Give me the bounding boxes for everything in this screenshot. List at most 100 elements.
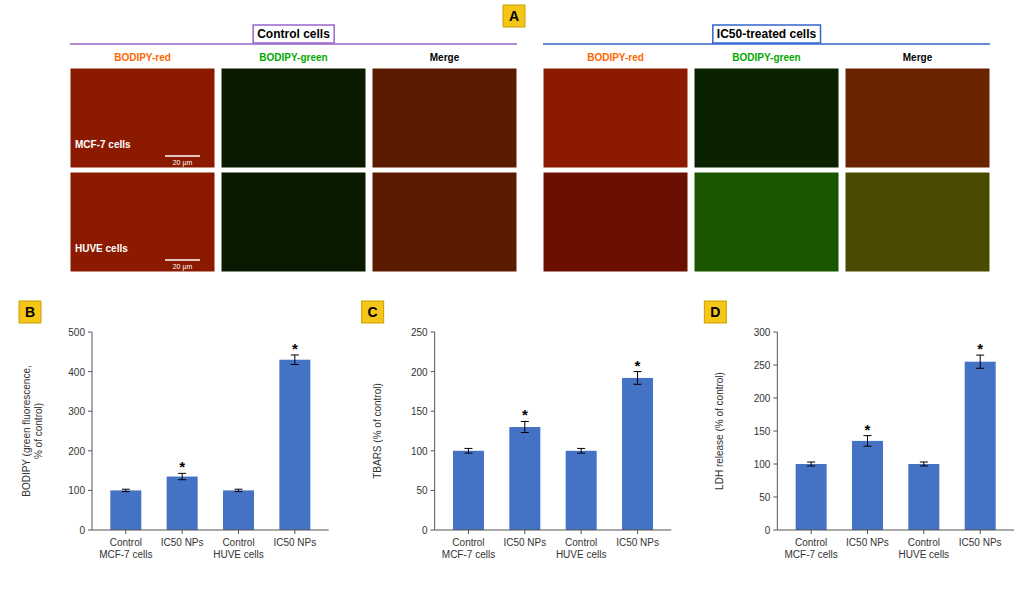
plot-marks	[110, 355, 310, 530]
y-tick-label: 250	[411, 327, 428, 338]
panel-label-box	[704, 301, 726, 323]
x-tick	[294, 530, 295, 534]
plot-marks	[453, 372, 653, 530]
bar	[110, 490, 141, 530]
column-label: BODIPY-red	[114, 52, 171, 63]
y-tick	[773, 398, 777, 399]
error-bar	[920, 462, 928, 466]
text-line: BODIPY (green fluorescence,	[21, 365, 32, 497]
image-block	[845, 172, 990, 272]
column-label: BODIPY-green	[259, 52, 327, 63]
bar	[223, 490, 254, 530]
error-bar-stem	[811, 462, 812, 466]
error-bar-stem	[581, 448, 582, 453]
image-block	[543, 68, 688, 168]
text-line: % of control)	[33, 403, 44, 459]
scale-bar-label: 20 µm	[173, 159, 193, 167]
annotation: *	[179, 458, 185, 475]
x-tick-label: IC50 NPs	[503, 537, 546, 548]
text-line: HUVE cells	[213, 549, 264, 560]
x-tick	[125, 530, 126, 534]
x-tick	[468, 530, 469, 534]
y-axis-label: BODIPY (green fluorescence,% of control)	[21, 365, 44, 497]
panel-label: A	[509, 8, 519, 24]
text-line: IC50 NPs	[503, 537, 546, 548]
background	[0, 0, 1028, 597]
group-label: Control cells	[257, 27, 330, 41]
error-bar	[235, 489, 243, 491]
y-tick	[773, 464, 777, 465]
plot-marks	[796, 355, 996, 530]
bar	[509, 427, 540, 530]
x-tick-label: ControlMCF-7 cells	[442, 537, 495, 560]
x-tick	[811, 530, 812, 534]
y-tick-label: 300	[754, 327, 771, 338]
image-block	[70, 68, 215, 168]
y-tick-label: 0	[79, 525, 85, 536]
x-tick	[182, 530, 183, 534]
y-tick-label: 100	[754, 459, 771, 470]
y-tick	[88, 450, 92, 451]
x-tick-label: IC50 NPs	[616, 537, 659, 548]
column-label: BODIPY-green	[732, 52, 800, 63]
y-tick-label: 100	[68, 485, 85, 496]
x-tick	[637, 530, 638, 534]
panel-label-box	[362, 301, 384, 323]
y-tick-label: 200	[411, 367, 428, 378]
image-block	[221, 68, 366, 168]
x-tick	[238, 530, 239, 534]
x-tick	[581, 530, 582, 534]
error-bar-cap	[235, 489, 243, 490]
scale-bar	[165, 155, 200, 157]
x-axis-line	[777, 530, 1014, 531]
bar	[796, 464, 827, 530]
error-bar-cap	[122, 489, 130, 490]
text-line: MCF-7 cells	[442, 549, 495, 560]
text-line: Control	[908, 537, 940, 548]
panel-label: B	[25, 304, 35, 320]
y-axis-line	[92, 332, 93, 530]
row-label: HUVE cells	[75, 243, 128, 254]
row-label: MCF-7 cells	[75, 139, 131, 150]
error-bar-cap	[235, 491, 243, 492]
y-axis-label: LDH release (% of control)	[714, 372, 725, 490]
y-tick	[431, 450, 435, 451]
error-bar-cap	[577, 448, 585, 449]
group-label: IC50-treated cells	[717, 27, 817, 41]
error-bar	[807, 462, 815, 466]
error-bar-cap	[920, 465, 928, 466]
image-block	[845, 68, 990, 168]
error-bar	[464, 448, 472, 453]
y-tick-label: 50	[417, 485, 429, 496]
y-tick	[773, 431, 777, 432]
annotation: *	[977, 340, 983, 357]
annotation: *	[635, 357, 641, 374]
y-tick	[431, 490, 435, 491]
x-tick	[524, 530, 525, 534]
column-label: Merge	[430, 52, 460, 63]
x-tick-label: IC50 NPs	[161, 537, 204, 548]
bar	[566, 451, 597, 530]
y-tick-label: 200	[754, 393, 771, 404]
y-tick-label: 250	[754, 360, 771, 371]
text-line: MCF-7 cells	[99, 549, 152, 560]
error-bar-cap	[291, 364, 299, 365]
error-bar-cap	[920, 462, 928, 463]
text-line: IC50 NPs	[846, 537, 889, 548]
bar	[622, 378, 653, 530]
error-bar-cap	[521, 432, 529, 433]
text-line: Control	[110, 537, 142, 548]
error-bar	[122, 489, 130, 491]
text-line: Control	[222, 537, 254, 548]
y-tick	[431, 332, 435, 333]
scale-bar-label: 20 µm	[173, 263, 193, 271]
column-label: BODIPY-red	[587, 52, 644, 63]
annotation: *	[865, 421, 871, 438]
image-panel: A Control cells IC50-treated cells BODIPY-r…	[70, 5, 990, 272]
error-bar-cap	[807, 465, 815, 466]
bar	[908, 464, 939, 530]
text-line: Control	[795, 537, 827, 548]
y-tick	[773, 497, 777, 498]
text-line: Control	[565, 537, 597, 548]
figure: A Control cells IC50-treated cells BODIPY-r…	[0, 0, 1028, 597]
